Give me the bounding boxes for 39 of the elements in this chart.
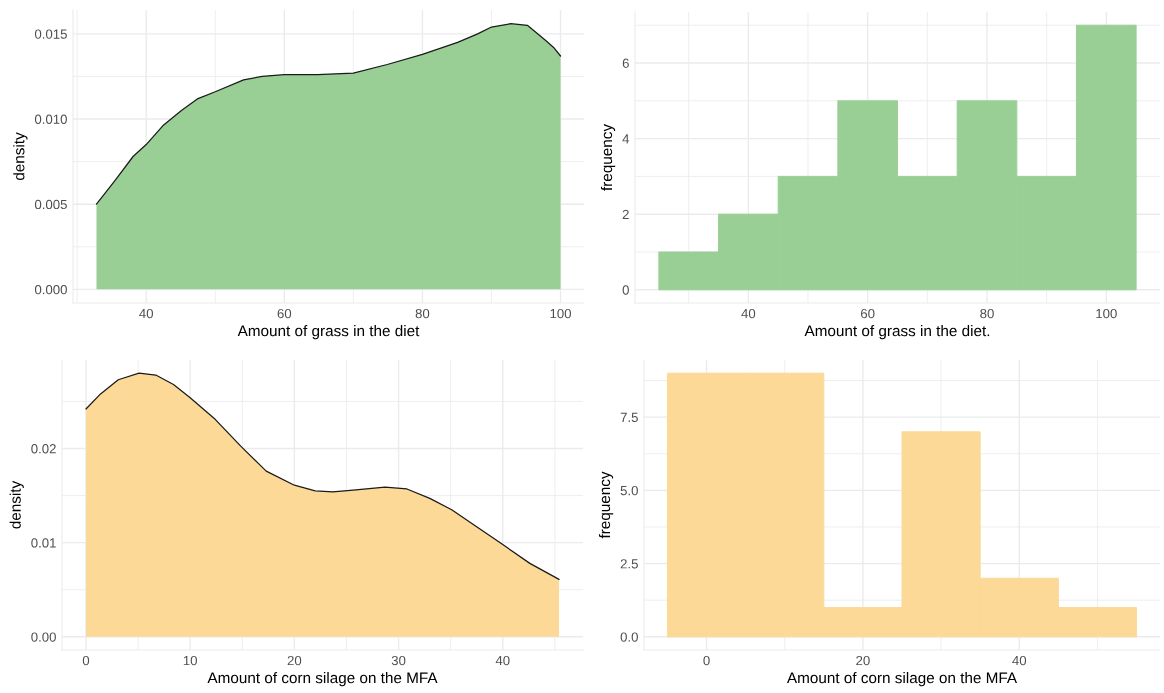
y-tick-label: 0.00	[31, 632, 56, 642]
y-tick-label: 0.005	[34, 199, 67, 210]
x-tick-label: 60	[861, 308, 875, 319]
x-axis-title: Amount of grass in the diet.	[804, 325, 990, 340]
x-tick-label: 20	[856, 655, 870, 666]
x-tick-label: 0	[82, 655, 90, 666]
x-axis-title: Amount of grass in the diet	[237, 325, 420, 340]
y-tick-label: 7.5	[620, 412, 638, 423]
x-tick-label: 40	[495, 655, 510, 666]
y-tick-label: 0.010	[34, 114, 67, 124]
y-tick-label: 0.0	[620, 632, 638, 642]
x-tick-label: 100	[1096, 308, 1117, 319]
x-tick-label: 40	[1012, 655, 1027, 666]
x-axis-title: Amount of corn silage on the MFA	[786, 672, 1018, 687]
x-tick-label: 40	[139, 308, 154, 319]
x-tick-label: 30	[391, 655, 406, 666]
x-tick-label: 0	[703, 655, 710, 666]
x-tick-label: 40	[741, 308, 756, 319]
y-tick-label: 2.5	[620, 559, 638, 569]
y-tick-label: 6	[622, 58, 629, 68]
y-tick-label: 0.000	[34, 284, 67, 295]
x-tick-label: 60	[277, 308, 292, 319]
x-tick-label: 20	[287, 655, 302, 666]
y-axis-title: frequency	[598, 471, 614, 539]
y-tick-label: 2	[622, 209, 629, 219]
x-tick-label: 80	[980, 308, 994, 319]
y-tick-label: 0	[622, 285, 629, 295]
y-axis-title: frequency	[600, 123, 616, 191]
x-axis-title: Amount of corn silage on the MFA	[207, 672, 438, 687]
y-tick-label: 5.0	[620, 485, 638, 496]
y-axis-title: density	[13, 132, 28, 181]
x-tick-label: 80	[415, 308, 430, 319]
x-tick-label: 10	[183, 655, 197, 666]
y-tick-label: 0.01	[31, 538, 56, 548]
x-tick-label: 100	[550, 308, 572, 319]
y-tick-label: 0.015	[34, 29, 67, 39]
y-tick-label: 4	[622, 134, 630, 144]
y-axis-title: density	[9, 480, 24, 529]
y-tick-label: 0.02	[31, 444, 56, 454]
